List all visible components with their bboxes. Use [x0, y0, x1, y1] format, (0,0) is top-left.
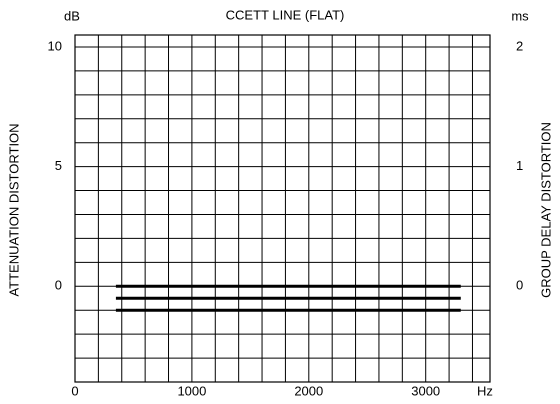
chart-title: CCETT LINE (FLAT) — [226, 7, 345, 22]
y2-tick-label: 0 — [516, 278, 523, 293]
y-unit: dB — [64, 8, 80, 23]
y-tick-label: 0 — [55, 278, 62, 293]
y2-tick-label: 1 — [516, 158, 523, 173]
y2-unit: ms — [511, 8, 529, 23]
y-axis-label: ATTENUATION DISTORTION — [6, 123, 21, 296]
x-tick-label: 0 — [71, 383, 78, 398]
x-tick-label: 3000 — [411, 383, 440, 398]
y2-axis-label: GROUP DELAY DISTORTION — [538, 122, 553, 298]
x-tick-label: 1000 — [177, 383, 206, 398]
y2-tick-label: 2 — [516, 38, 523, 53]
y-tick-label: 10 — [48, 38, 62, 53]
y-tick-label: 5 — [55, 158, 62, 173]
plot-frame — [74, 34, 491, 383]
x-unit: Hz — [477, 383, 493, 398]
x-tick-label: 2000 — [294, 383, 323, 398]
